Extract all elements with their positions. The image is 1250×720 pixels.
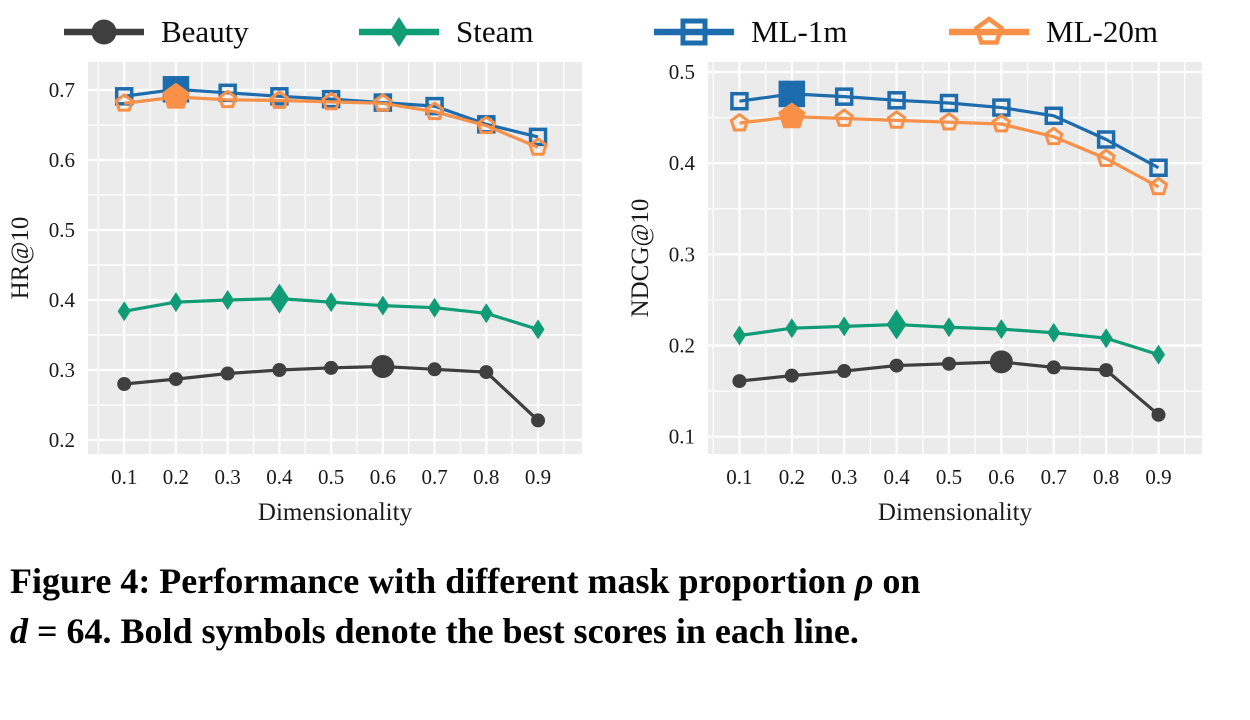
svg-text:NDCG@10: NDCG@10 [627, 199, 654, 318]
svg-text:0.5: 0.5 [936, 465, 962, 489]
svg-text:0.6: 0.6 [370, 465, 396, 489]
svg-text:0.4: 0.4 [669, 151, 696, 175]
svg-text:0.5: 0.5 [318, 465, 344, 489]
svg-text:0.9: 0.9 [1145, 465, 1171, 489]
ndcg10-line-chart: 0.1 0.2 0.3 0.4 0.5 0.6 0.7 0.8 0.9 0.1 0.2 0.3 0.4 0… [627, 60, 1202, 526]
legend-item-beauty: Beauty [62, 14, 357, 50]
svg-text:0.5: 0.5 [49, 218, 75, 242]
svg-text:0.4: 0.4 [883, 465, 910, 489]
beauty-circle-marker-icon [64, 19, 144, 45]
svg-text:0.3: 0.3 [49, 358, 75, 382]
svg-text:Dimensionality: Dimensionality [878, 499, 1033, 526]
svg-text:0.7: 0.7 [49, 78, 75, 102]
ml-20m-pentagon-marker-icon [949, 16, 1029, 45]
caption-line2-eq: = 64. [28, 611, 121, 652]
svg-text:0.4: 0.4 [49, 288, 76, 312]
svg-text:0.1: 0.1 [669, 425, 695, 449]
caption-line2-text: Bold symbols denote the best scores in e… [120, 611, 859, 652]
svg-text:0.4: 0.4 [266, 465, 293, 489]
svg-text:0.2: 0.2 [779, 465, 805, 489]
svg-text:0.7: 0.7 [421, 465, 447, 489]
hr10-line-chart: 0.1 0.2 0.3 0.4 0.5 0.6 0.7 0.8 0.9 0.2 0.3 0.4 0.5 0… [7, 62, 582, 526]
legend-item-steam: Steam [357, 14, 652, 50]
svg-text:0.9: 0.9 [525, 465, 551, 489]
svg-text:0.6: 0.6 [49, 148, 75, 172]
svg-text:0.2: 0.2 [669, 334, 695, 358]
svg-text:0.8: 0.8 [1093, 465, 1119, 489]
figure-caption: Figure 4: Performance with different mas… [10, 556, 1236, 657]
svg-text:0.5: 0.5 [669, 60, 695, 84]
svg-text:HR@10: HR@10 [7, 217, 34, 300]
svg-text:0.1: 0.1 [726, 465, 752, 489]
svg-text:0.6: 0.6 [988, 465, 1014, 489]
ml-1m-square-marker-icon [654, 18, 734, 46]
svg-text:0.7: 0.7 [1041, 465, 1067, 489]
caption-line1-text: Figure 4: Performance with different mas… [10, 561, 855, 601]
charts-row: 0.1 0.2 0.3 0.4 0.5 0.6 0.7 0.8 0.9 0.2 0.3 0.4 0.5 0… [0, 52, 1250, 544]
legend-label-ml-1m: ML-1m [751, 14, 848, 49]
legend-label-beauty: Beauty [161, 14, 249, 49]
caption-d-symbol: d [10, 611, 28, 652]
legend-item-ml-20m: ML-20m [947, 14, 1242, 50]
svg-text:0.3: 0.3 [831, 465, 857, 489]
svg-text:0.2: 0.2 [163, 465, 189, 489]
legend-label-steam: Steam [456, 14, 534, 49]
steam-diamond-marker-icon [359, 17, 439, 47]
legend-label-ml-20m: ML-20m [1046, 14, 1158, 49]
legend-item-ml-1m: ML-1m [652, 14, 947, 50]
svg-text:0.3: 0.3 [215, 465, 241, 489]
figure-4: Beauty Steam ML-1m ML-20m 0.1 0.2 0.3 0.4 0.… [0, 14, 1250, 657]
caption-line1-end: on [873, 561, 921, 601]
chart-legend: Beauty Steam ML-1m ML-20m [62, 14, 1250, 50]
svg-text:Dimensionality: Dimensionality [258, 499, 413, 526]
svg-text:0.8: 0.8 [473, 465, 499, 489]
svg-text:0.1: 0.1 [111, 465, 137, 489]
svg-text:0.2: 0.2 [49, 428, 75, 452]
svg-text:0.3: 0.3 [669, 242, 695, 266]
caption-rho-symbol: ρ [854, 561, 874, 601]
